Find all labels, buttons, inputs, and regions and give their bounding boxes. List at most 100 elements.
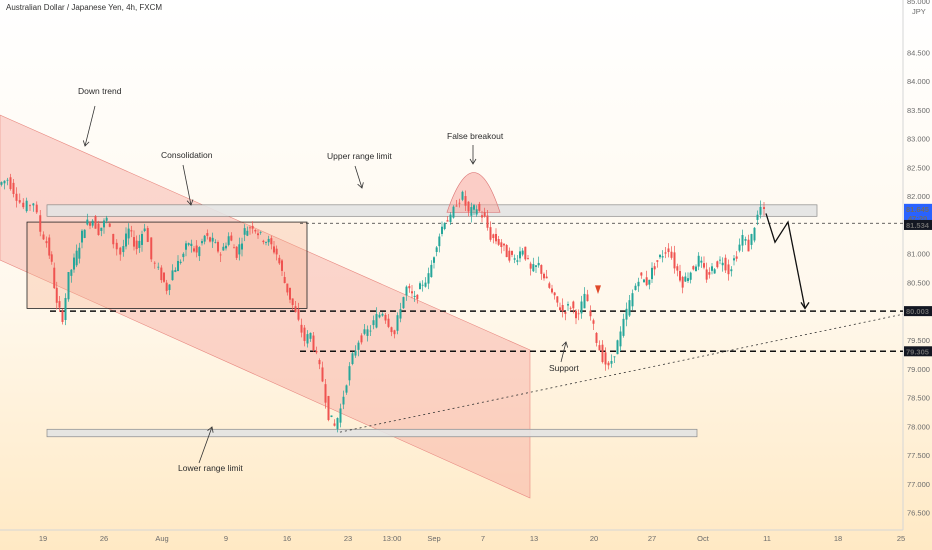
candle-body [692,266,695,270]
candle-body [254,229,257,232]
candle-body [187,243,190,245]
candle-body [306,334,309,344]
candle-body [300,324,303,333]
candle-body [461,191,464,200]
candle-body [67,272,70,300]
candle-body [513,258,516,260]
time-tick-label: 18 [834,534,842,543]
candle-body [3,180,6,184]
candle-body [115,242,118,250]
price-tick-label: 84.000 [907,77,930,86]
time-tick-label: 25 [897,534,905,543]
candle-body [708,272,711,275]
lower-range-zone [46,428,698,438]
candle-body [575,310,577,319]
candle-body [589,310,592,317]
candle-body [511,250,513,255]
candle-body [283,277,286,283]
candle-body [251,225,254,229]
price-tag-label: 81.645 [906,205,929,214]
candle-body [396,315,399,331]
price-tick-label: 77.000 [907,480,930,489]
candle-body [222,246,225,251]
price-tag [904,346,932,357]
annotation-label: False breakout [447,131,504,141]
candle-body [408,286,411,289]
candle-body [393,330,396,335]
candle-body [427,273,430,284]
candle-body [233,247,235,249]
candle-body [659,254,661,258]
candle-body [119,247,122,255]
price-tick-label: 77.500 [907,451,930,460]
candle-body [640,272,643,276]
time-tick-label: Oct [697,534,710,543]
candle-body [35,204,38,213]
candle-body [744,239,747,241]
candle-body [381,313,384,316]
candle-body [730,269,733,272]
candle-body [198,247,201,257]
candle-body [583,293,586,309]
candle-body [756,214,759,220]
candle-body [470,207,473,216]
candle-body [548,283,551,288]
candle-body [592,320,595,324]
candle-body [348,366,351,381]
candle-body [516,260,519,262]
time-axis[interactable]: 19 26 Aug 9 16 23 13:00 Sep 7 13 20 27 Oct 11 18 25 [39,534,905,543]
candle-body [464,196,467,206]
candle-body [569,307,572,309]
candle-body [449,214,452,223]
time-tick-label: 7 [481,534,485,543]
annotation-arrow-head [357,182,364,189]
price-tick-label: 78.000 [907,422,930,431]
annotation-pointer [84,105,96,147]
candle-body [390,327,393,333]
candle-body [360,335,363,343]
price-tag [904,306,932,317]
time-tick-label: 27 [648,534,656,543]
candle-body [324,384,327,403]
candle-body [435,247,438,252]
upper-range-zone [46,204,818,217]
candle-body [18,200,21,203]
annotation-pointer [354,165,363,189]
currency-label: JPY [912,7,926,16]
annotation-pointer [560,341,567,363]
candle-body [339,408,342,423]
grid-lines [0,0,904,531]
candle-body [684,276,687,282]
candle-body [601,344,604,363]
candle-body [399,309,402,319]
candle-body [413,295,416,298]
candle-body [25,200,28,212]
price-tag-label: 79.305 [906,347,929,356]
candle-body [91,220,94,226]
candle-body [643,279,645,283]
candle-body [521,250,524,255]
price-tick-label: 83.000 [907,135,930,144]
candle-body [705,269,708,280]
candle-body [598,345,601,351]
price-tag [904,219,932,230]
candle-body [230,235,233,241]
price-axis[interactable]: 84.500 84.000 83.500 83.000 82.500 82.000 81.5… [904,0,932,518]
price-tick-label: 83.500 [907,106,930,115]
candle-body [524,246,527,260]
candle-body [363,329,366,334]
candle-body [235,246,238,258]
candle-body [50,254,53,262]
candle-body [616,340,619,355]
candle-body [486,215,489,228]
candle-body [267,238,270,243]
candle-body [351,353,354,364]
candle-body [112,233,115,245]
candle-body [297,309,300,320]
candle-body [452,206,455,218]
candle-body [561,305,564,312]
candle-body [419,283,421,290]
candle-body [6,179,9,181]
